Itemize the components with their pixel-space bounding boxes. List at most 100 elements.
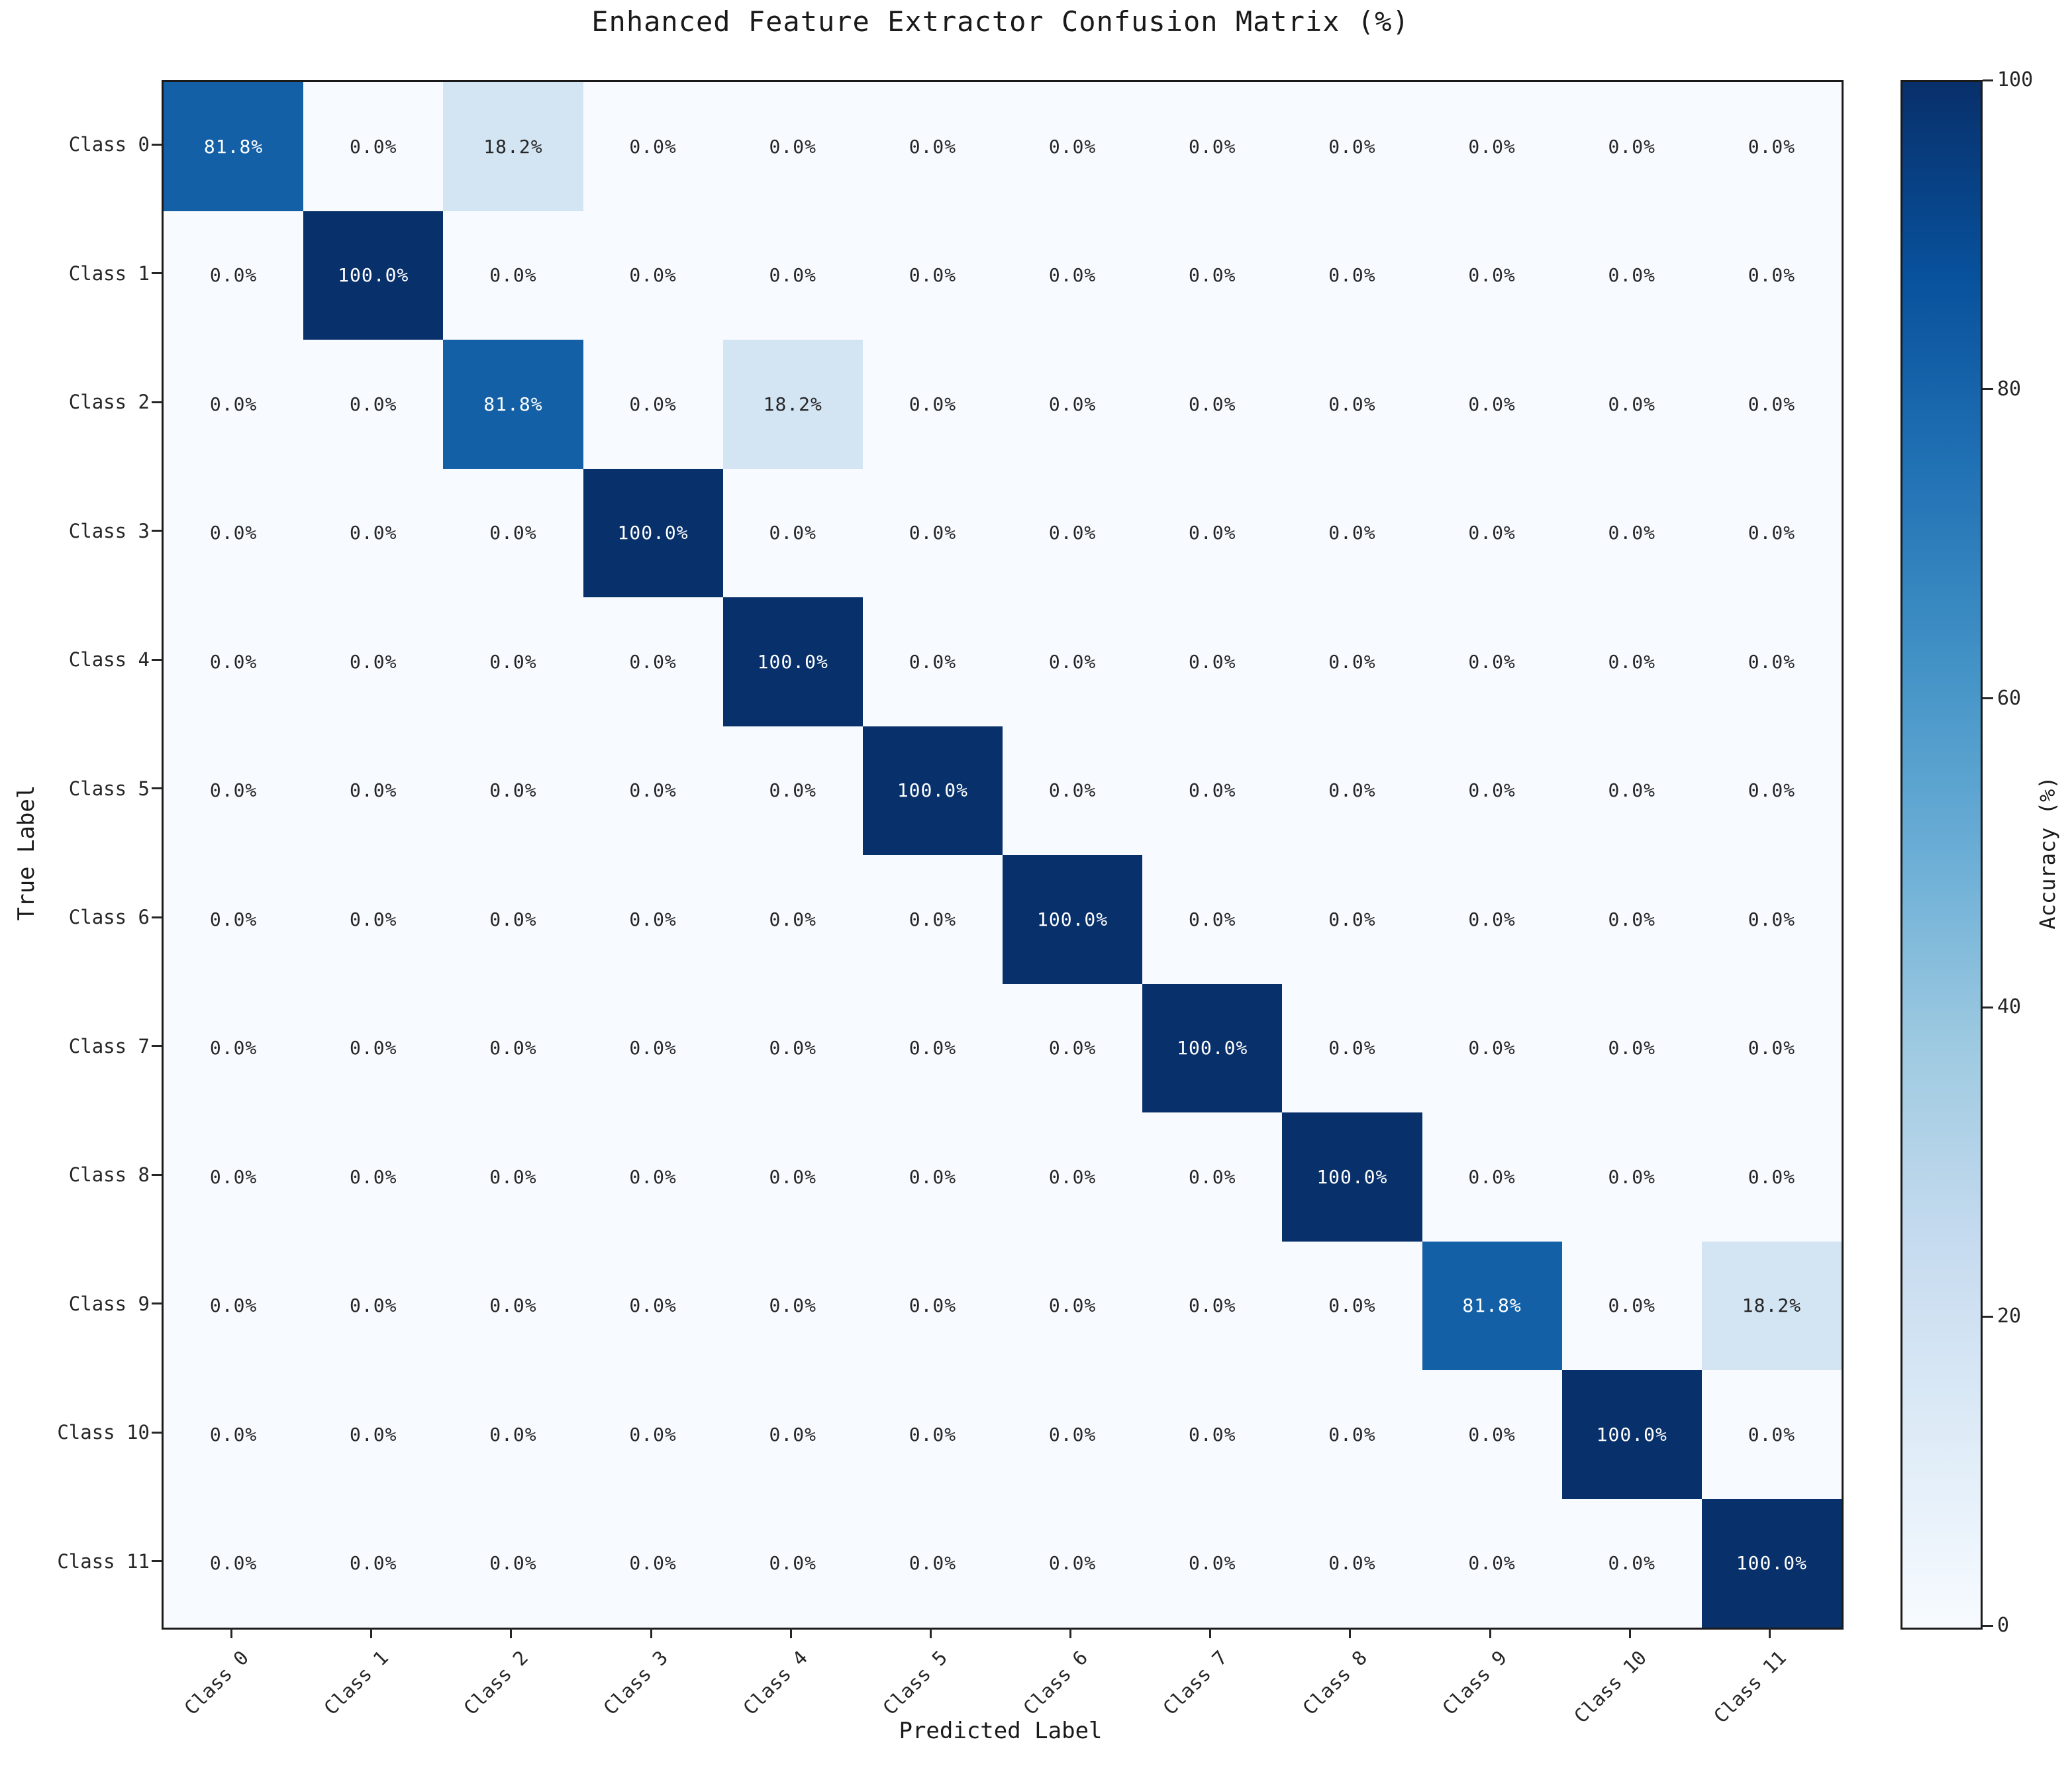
matrix-cell-r8c4: 0.0% bbox=[722, 1112, 863, 1242]
matrix-cell-r7c7: 100.0% bbox=[1142, 983, 1283, 1112]
matrix-cell-r8c10: 0.0% bbox=[1561, 1112, 1702, 1242]
matrix-cell-r0c8: 0.0% bbox=[1282, 82, 1422, 211]
matrix-cell-r4c5: 0.0% bbox=[862, 597, 1003, 726]
tick-mark bbox=[152, 530, 162, 532]
tick-mark bbox=[152, 1302, 162, 1305]
matrix-cell-r11c4: 0.0% bbox=[722, 1498, 863, 1628]
matrix-cell-r4c2: 0.0% bbox=[443, 597, 583, 726]
tick-mark bbox=[152, 916, 162, 918]
matrix-cell-r8c1: 0.0% bbox=[303, 1112, 444, 1242]
matrix-cell-r6c6: 100.0% bbox=[1003, 855, 1143, 984]
matrix-cell-r3c4: 0.0% bbox=[722, 468, 863, 597]
matrix-cell-r7c6: 0.0% bbox=[1003, 983, 1143, 1112]
matrix-cell-r5c3: 0.0% bbox=[583, 726, 723, 855]
matrix-cell-r11c7: 0.0% bbox=[1142, 1498, 1283, 1628]
matrix-cell-r4c7: 0.0% bbox=[1142, 597, 1283, 726]
matrix-cell-r9c4: 0.0% bbox=[722, 1241, 863, 1370]
y-tick-label: Class 4 bbox=[68, 648, 150, 671]
colorbar-axis-title: Accuracy (%) bbox=[2035, 776, 2060, 930]
tick-mark bbox=[152, 658, 162, 661]
y-tick-label: Class 10 bbox=[57, 1421, 150, 1444]
tick-mark bbox=[152, 1173, 162, 1176]
y-tick-label: Class 2 bbox=[68, 391, 150, 414]
matrix-cell-r0c0: 81.8% bbox=[164, 82, 304, 211]
matrix-cell-r11c8: 0.0% bbox=[1282, 1498, 1422, 1628]
tick-mark bbox=[1628, 1628, 1631, 1638]
tick-mark bbox=[1209, 1628, 1212, 1638]
matrix-cell-r2c4: 18.2% bbox=[722, 340, 863, 469]
matrix-cell-r1c10: 0.0% bbox=[1561, 211, 1702, 340]
matrix-cell-r4c3: 0.0% bbox=[583, 597, 723, 726]
matrix-cell-r3c1: 0.0% bbox=[303, 468, 444, 597]
matrix-cell-r0c4: 0.0% bbox=[722, 82, 863, 211]
matrix-cell-r1c7: 0.0% bbox=[1142, 211, 1283, 340]
tick-mark bbox=[1983, 1315, 1993, 1318]
x-tick-label: Class 7 bbox=[1158, 1646, 1232, 1720]
x-tick-label: Class 8 bbox=[1298, 1646, 1371, 1720]
matrix-cell-r2c10: 0.0% bbox=[1561, 340, 1702, 469]
matrix-cell-r1c6: 0.0% bbox=[1003, 211, 1143, 340]
matrix-cell-r5c8: 0.0% bbox=[1282, 726, 1422, 855]
matrix-cell-r3c9: 0.0% bbox=[1422, 468, 1562, 597]
matrix-cell-r11c9: 0.0% bbox=[1422, 1498, 1562, 1628]
matrix-cell-r11c3: 0.0% bbox=[583, 1498, 723, 1628]
tick-mark bbox=[152, 787, 162, 790]
matrix-cell-r1c8: 0.0% bbox=[1282, 211, 1422, 340]
y-tick-label: Class 3 bbox=[68, 519, 150, 542]
colorbar-tick-label: 60 bbox=[1997, 686, 2022, 710]
y-tick-label: Class 0 bbox=[68, 133, 150, 156]
matrix-cell-r9c5: 0.0% bbox=[862, 1241, 1003, 1370]
tick-mark bbox=[789, 1628, 792, 1638]
tick-mark bbox=[1983, 1006, 1993, 1008]
matrix-cell-r6c5: 0.0% bbox=[862, 855, 1003, 984]
y-tick-label: Class 9 bbox=[68, 1292, 150, 1315]
matrix-cell-r2c11: 0.0% bbox=[1701, 340, 1842, 469]
matrix-cell-r6c11: 0.0% bbox=[1701, 855, 1842, 984]
colorbar-tick-label: 80 bbox=[1997, 377, 2022, 401]
colorbar-tick-label: 0 bbox=[1997, 1614, 2010, 1637]
matrix-cell-r1c1: 100.0% bbox=[303, 211, 444, 340]
x-tick-label: Class 10 bbox=[1569, 1646, 1652, 1728]
x-tick-label: Class 4 bbox=[738, 1646, 813, 1720]
matrix-cell-r10c5: 0.0% bbox=[862, 1370, 1003, 1499]
tick-mark bbox=[1768, 1628, 1771, 1638]
matrix-cell-r0c9: 0.0% bbox=[1422, 82, 1562, 211]
matrix-cell-r1c5: 0.0% bbox=[862, 211, 1003, 340]
matrix-cell-r7c2: 0.0% bbox=[443, 983, 583, 1112]
matrix-cell-r1c9: 0.0% bbox=[1422, 211, 1562, 340]
matrix-cell-r7c0: 0.0% bbox=[164, 983, 304, 1112]
x-tick-label: Class 3 bbox=[599, 1646, 673, 1720]
matrix-cell-r9c3: 0.0% bbox=[583, 1241, 723, 1370]
matrix-cell-r0c3: 0.0% bbox=[583, 82, 723, 211]
matrix-cell-r0c11: 0.0% bbox=[1701, 82, 1842, 211]
matrix-cell-r8c3: 0.0% bbox=[583, 1112, 723, 1242]
matrix-cell-r5c2: 0.0% bbox=[443, 726, 583, 855]
matrix-cell-r10c2: 0.0% bbox=[443, 1370, 583, 1499]
matrix-cell-r10c11: 0.0% bbox=[1701, 1370, 1842, 1499]
matrix-cell-r10c6: 0.0% bbox=[1003, 1370, 1143, 1499]
matrix-cell-r11c1: 0.0% bbox=[303, 1498, 444, 1628]
matrix-cell-r10c0: 0.0% bbox=[164, 1370, 304, 1499]
matrix-cell-r0c7: 0.0% bbox=[1142, 82, 1283, 211]
tick-mark bbox=[152, 272, 162, 275]
matrix-cell-r3c11: 0.0% bbox=[1701, 468, 1842, 597]
heatmap-cells: 81.8% 0.0% 18.2% 0.0% 0.0% 0.0% 0.0% 0.0% 0.0% 0.… bbox=[164, 82, 1842, 1628]
matrix-cell-r4c0: 0.0% bbox=[164, 597, 304, 726]
y-tick-label: Class 11 bbox=[57, 1549, 150, 1573]
matrix-cell-r10c9: 0.0% bbox=[1422, 1370, 1562, 1499]
y-tick-label: Class 8 bbox=[68, 1163, 150, 1187]
tick-mark bbox=[1983, 1624, 1993, 1627]
matrix-cell-r4c8: 0.0% bbox=[1282, 597, 1422, 726]
matrix-cell-r8c8: 100.0% bbox=[1282, 1112, 1422, 1242]
matrix-cell-r6c8: 0.0% bbox=[1282, 855, 1422, 984]
matrix-cell-r4c4: 100.0% bbox=[722, 597, 863, 726]
matrix-cell-r0c2: 18.2% bbox=[443, 82, 583, 211]
matrix-cell-r6c9: 0.0% bbox=[1422, 855, 1562, 984]
tick-mark bbox=[230, 1628, 233, 1638]
matrix-cell-r4c6: 0.0% bbox=[1003, 597, 1143, 726]
x-tick-label: Class 9 bbox=[1438, 1646, 1512, 1720]
matrix-cell-r6c2: 0.0% bbox=[443, 855, 583, 984]
matrix-cell-r2c9: 0.0% bbox=[1422, 340, 1562, 469]
matrix-cell-r7c10: 0.0% bbox=[1561, 983, 1702, 1112]
